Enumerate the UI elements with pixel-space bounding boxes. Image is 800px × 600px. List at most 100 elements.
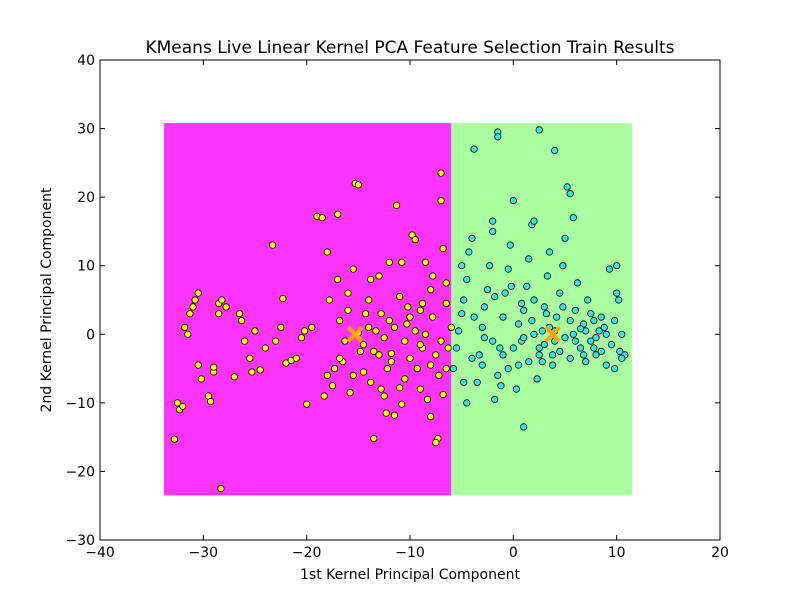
data-point-cluster-0 xyxy=(387,358,395,366)
centroid-marker-1 xyxy=(544,325,562,343)
data-point-cluster-0 xyxy=(427,286,435,294)
data-point-cluster-1 xyxy=(525,255,533,263)
data-point-cluster-1 xyxy=(616,347,624,355)
data-point-cluster-1 xyxy=(478,323,486,331)
data-point-cluster-1 xyxy=(607,340,616,349)
data-point-cluster-0 xyxy=(382,409,390,417)
data-point-cluster-1 xyxy=(545,248,554,256)
data-point-cluster-1 xyxy=(573,279,582,287)
data-point-cluster-0 xyxy=(361,310,370,318)
data-point-cluster-0 xyxy=(320,392,328,400)
data-point-cluster-0 xyxy=(303,400,311,408)
data-point-cluster-0 xyxy=(246,354,254,362)
data-point-cluster-0 xyxy=(392,201,401,209)
data-point-cluster-0 xyxy=(401,337,409,345)
data-point-cluster-0 xyxy=(370,347,378,355)
data-point-cluster-1 xyxy=(592,334,600,342)
data-point-cluster-0 xyxy=(272,337,280,345)
data-point-cluster-0 xyxy=(404,303,412,311)
data-point-cluster-0 xyxy=(437,197,445,205)
data-point-cluster-0 xyxy=(447,323,455,331)
y-tick-label: 40 xyxy=(77,53,95,69)
data-point-cluster-1 xyxy=(460,378,468,386)
data-point-cluster-1 xyxy=(602,361,610,369)
y-tick-label: −10 xyxy=(65,396,95,412)
data-point-cluster-0 xyxy=(179,402,187,410)
data-point-cluster-0 xyxy=(416,306,424,314)
data-point-cluster-0 xyxy=(277,323,285,331)
x-tick-label: 10 xyxy=(608,545,626,561)
data-point-cluster-0 xyxy=(248,368,256,376)
y-tick-label: 10 xyxy=(77,259,95,275)
data-point-cluster-1 xyxy=(605,265,614,273)
data-point-cluster-0 xyxy=(346,388,354,397)
data-point-cluster-0 xyxy=(403,320,411,328)
x-tick-label: −30 xyxy=(189,545,219,561)
data-point-cluster-1 xyxy=(525,358,533,366)
data-point-cluster-0 xyxy=(372,327,380,335)
data-point-cluster-1 xyxy=(592,351,600,359)
data-point-cluster-0 xyxy=(268,241,277,249)
data-point-cluster-1 xyxy=(480,303,488,311)
data-point-cluster-1 xyxy=(504,364,512,373)
data-point-cluster-0 xyxy=(385,316,393,325)
data-point-cluster-0 xyxy=(416,385,424,393)
data-point-cluster-0 xyxy=(442,364,450,373)
data-point-cluster-0 xyxy=(442,279,450,287)
data-point-cluster-1 xyxy=(587,310,595,318)
data-point-cluster-0 xyxy=(354,181,362,189)
data-point-cluster-1 xyxy=(595,327,603,335)
data-point-cluster-0 xyxy=(411,327,419,335)
data-point-cluster-1 xyxy=(449,364,457,373)
data-point-cluster-1 xyxy=(458,262,466,270)
x-tick-label: 20 xyxy=(711,545,729,561)
data-point-cluster-0 xyxy=(186,310,194,318)
data-point-cluster-0 xyxy=(215,310,223,318)
data-point-cluster-1 xyxy=(514,320,523,328)
data-point-cluster-0 xyxy=(217,484,225,493)
data-points xyxy=(170,126,629,493)
data-point-cluster-0 xyxy=(442,299,450,307)
data-point-cluster-0 xyxy=(197,375,205,383)
data-point-cluster-0 xyxy=(432,351,440,359)
data-point-cluster-1 xyxy=(556,347,564,355)
data-point-cluster-1 xyxy=(535,344,543,352)
data-point-cluster-1 xyxy=(571,337,579,345)
data-point-cluster-1 xyxy=(496,344,504,352)
data-point-cluster-0 xyxy=(241,337,249,345)
data-point-cluster-1 xyxy=(543,272,552,280)
data-point-cluster-0 xyxy=(429,272,437,280)
data-point-cluster-1 xyxy=(499,351,507,359)
y-axis-ticks: −30 −20 −10 0 10 20 30 40 xyxy=(65,53,720,549)
data-point-cluster-0 xyxy=(297,334,306,342)
data-point-cluster-1 xyxy=(489,337,497,345)
data-point-cluster-0 xyxy=(367,378,375,386)
data-point-cluster-1 xyxy=(454,327,463,335)
data-point-cluster-1 xyxy=(610,316,619,325)
data-point-cluster-1 xyxy=(561,334,569,342)
data-point-cluster-0 xyxy=(318,214,326,222)
data-point-cluster-0 xyxy=(380,392,388,400)
data-point-cluster-1 xyxy=(530,330,538,338)
data-point-cluster-1 xyxy=(579,351,588,359)
data-point-cluster-1 xyxy=(563,183,571,191)
data-point-cluster-1 xyxy=(551,146,559,155)
data-point-cluster-1 xyxy=(489,227,497,235)
data-point-cluster-1 xyxy=(458,310,466,318)
data-point-cluster-1 xyxy=(504,265,512,273)
data-point-cluster-0 xyxy=(189,303,197,311)
data-point-cluster-1 xyxy=(460,296,468,304)
data-point-cluster-1 xyxy=(590,316,598,325)
data-point-cluster-0 xyxy=(396,384,404,392)
data-point-cluster-1 xyxy=(468,234,476,242)
data-point-cluster-0 xyxy=(334,275,342,283)
data-point-cluster-0 xyxy=(413,364,421,373)
data-point-cluster-0 xyxy=(439,390,447,399)
data-point-cluster-0 xyxy=(398,258,406,266)
data-point-cluster-0 xyxy=(437,337,445,345)
data-point-cluster-1 xyxy=(514,361,523,369)
data-point-cluster-1 xyxy=(528,316,536,325)
data-point-cluster-1 xyxy=(501,289,509,297)
data-point-cluster-1 xyxy=(561,234,569,242)
